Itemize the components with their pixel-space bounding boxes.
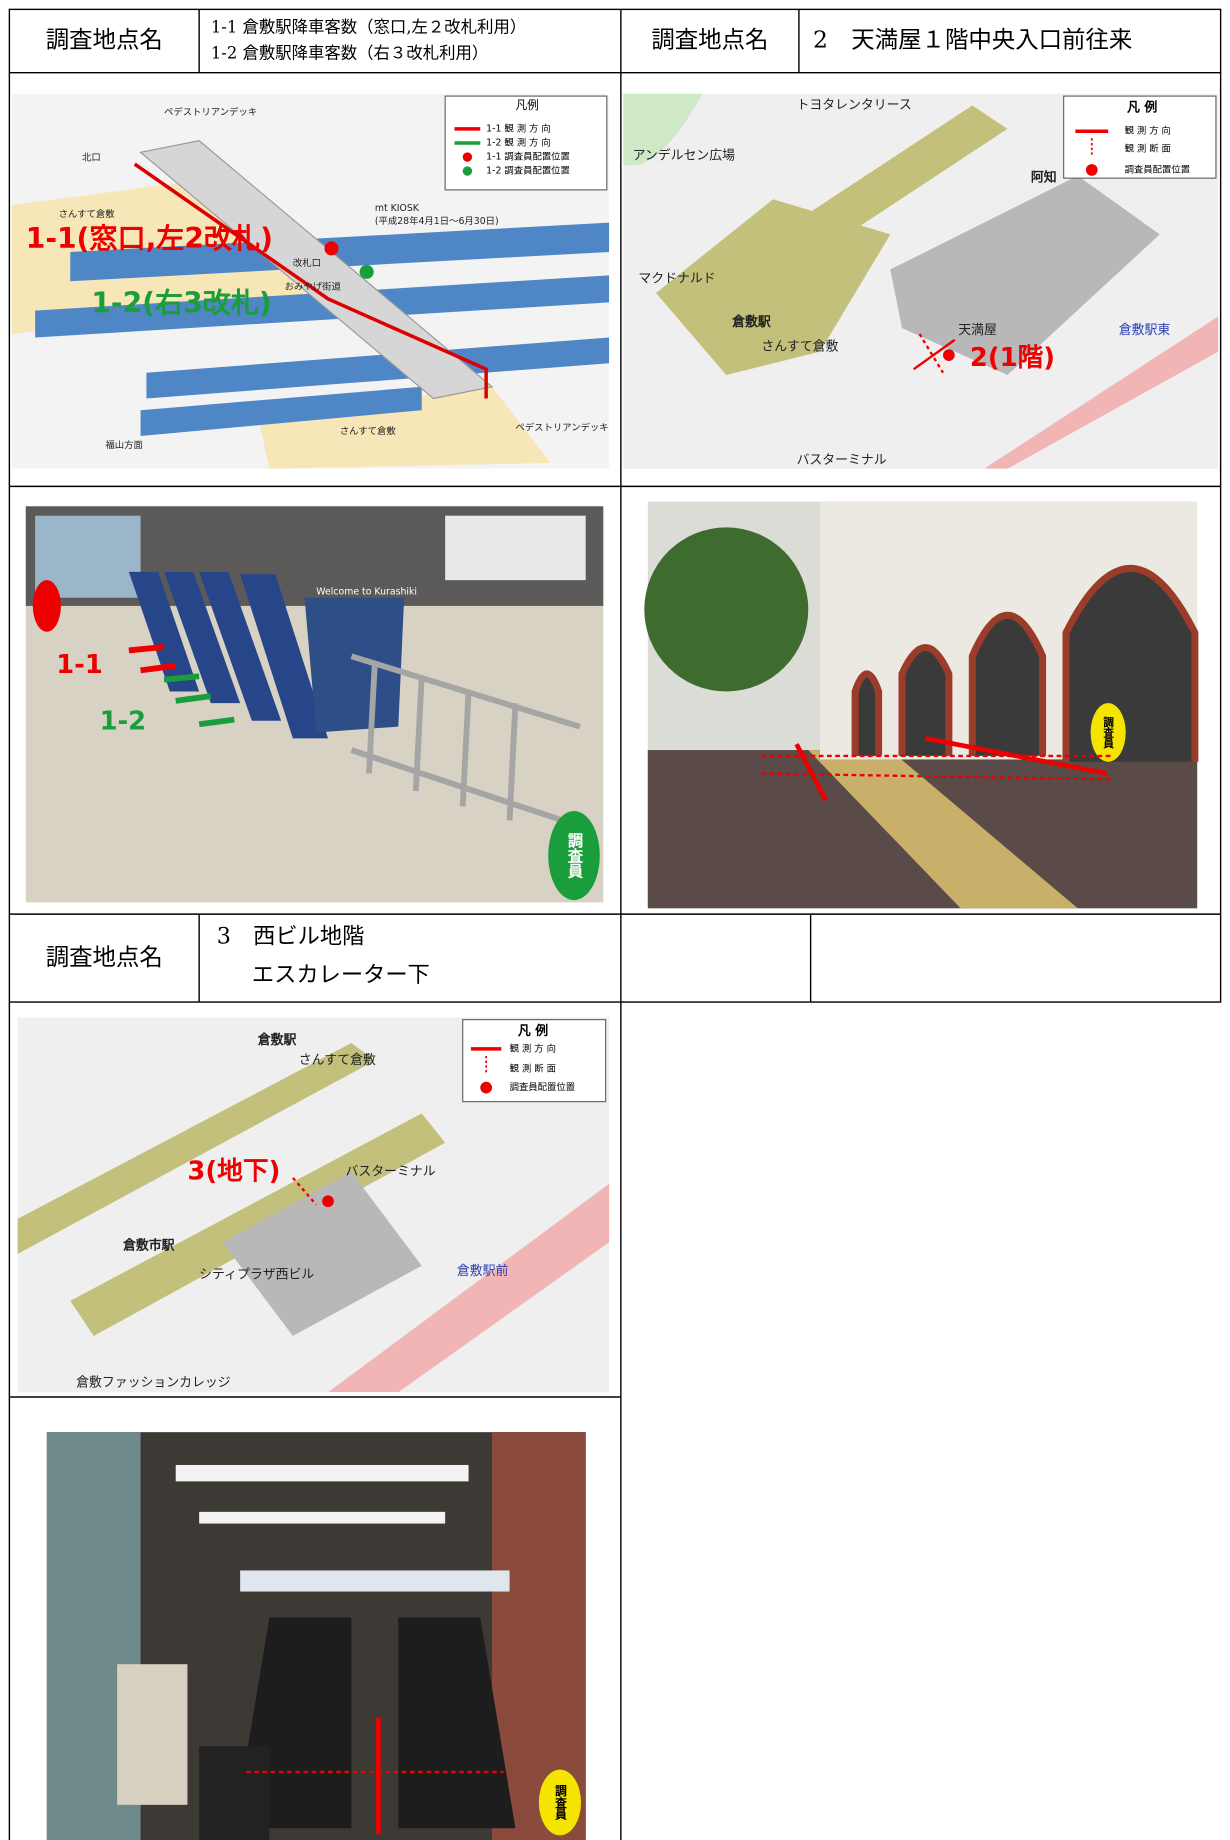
map-2 [623,93,1219,469]
map-label: 天満屋 [958,323,997,338]
legend-item: 調査員配置位置 [1125,163,1191,175]
legend-title: 凡例 [515,98,538,112]
map-label: ペデストリアンデッキ [164,106,257,118]
legend-item: 観 測 断 面 [510,1062,556,1074]
cell-text: エスカレーター下 [252,962,430,988]
photo-label: 調査員 [553,1785,567,1821]
map-label: トヨタレンタリース [797,98,912,113]
cell-text: 2 天満屋１階中央入口前往来 [813,26,1132,54]
point-label: 1-1(窓口,左2改札) [26,222,273,255]
map-label: 倉敷駅 [258,1032,297,1048]
map-label: シティプラザ西ビル [199,1268,314,1283]
map-label: 阿知 [1031,170,1057,186]
map-label: さんすて倉敷 [761,338,838,354]
table-grid [8,8,1222,1840]
legend-item: 観 測 方 向 [1125,125,1171,137]
photo-label: 調査員 [1102,717,1114,749]
legend-item: 観 測 方 向 [510,1042,556,1054]
photo-2 [644,501,1199,909]
map-label: (平成28年4月1日～6月30日) [375,215,499,227]
map-label: バスターミナル [346,1164,436,1179]
point-label: 3(地下) [187,1156,280,1186]
legend-item: 1-1 調査員配置位置 [486,151,570,163]
cell-label: 調査地点名 [46,943,163,971]
map-label: 倉敷駅 [732,314,771,330]
photo-label: 調査員 [566,833,585,880]
map-label: 倉敷駅東 [1119,322,1171,338]
map-1 [11,93,610,469]
map-label: ペデストリアンデッキ [515,421,608,433]
map-label: 福山方面 [105,439,142,451]
photo-label: 1-2 [100,706,147,736]
map-label: mt KIOSK [375,203,420,214]
point-label: 1-2(右3改札) [91,287,271,320]
map-label: バスターミナル [797,453,887,468]
cell-text: 1-1 倉敷駅降車客数（窓口,左２改札利用） [211,18,526,37]
photo-label: 1-1 [56,650,103,680]
photo-1 [25,506,604,903]
map-label: 倉敷市駅 [123,1237,175,1253]
map-label: アンデルセン広場 [633,147,736,163]
cell-label: 調査地点名 [46,26,163,54]
legend-title: 凡 例 [1127,99,1157,115]
legend-item: 1-2 調査員配置位置 [486,165,570,177]
photo-label: Welcome to Kurashiki [316,586,417,597]
map-label: さんすて倉敷 [59,208,116,220]
map-label: 北口 [82,153,101,164]
legend-item: 1-2 観 測 方 向 [486,136,551,148]
legend-item: 観 測 断 面 [1125,142,1171,154]
photo-3 [46,1432,586,1840]
cell-text: 3 西ビル地階 [217,924,365,950]
point-label: 2(1階) [970,343,1055,373]
legend-title: 凡 例 [518,1023,548,1039]
map-label: さんすて倉敷 [299,1052,376,1068]
cell-text: 1-2 倉敷駅降車客数（右３改札利用） [211,43,488,62]
legend-item: 1-1 観 測 方 向 [486,122,551,134]
map-3 [17,1017,610,1393]
legend-item: 調査員配置位置 [510,1081,576,1093]
map-label: 倉敷ファッションカレッジ [76,1374,231,1390]
map-label: おみやげ街道 [285,281,342,293]
cell-label: 調査地点名 [651,26,768,54]
map-label: 倉敷駅前 [457,1263,509,1279]
map-label: マクドナルド [638,271,715,286]
map-label: さんすて倉敷 [340,425,397,437]
map-label: 改札口 [293,257,321,269]
